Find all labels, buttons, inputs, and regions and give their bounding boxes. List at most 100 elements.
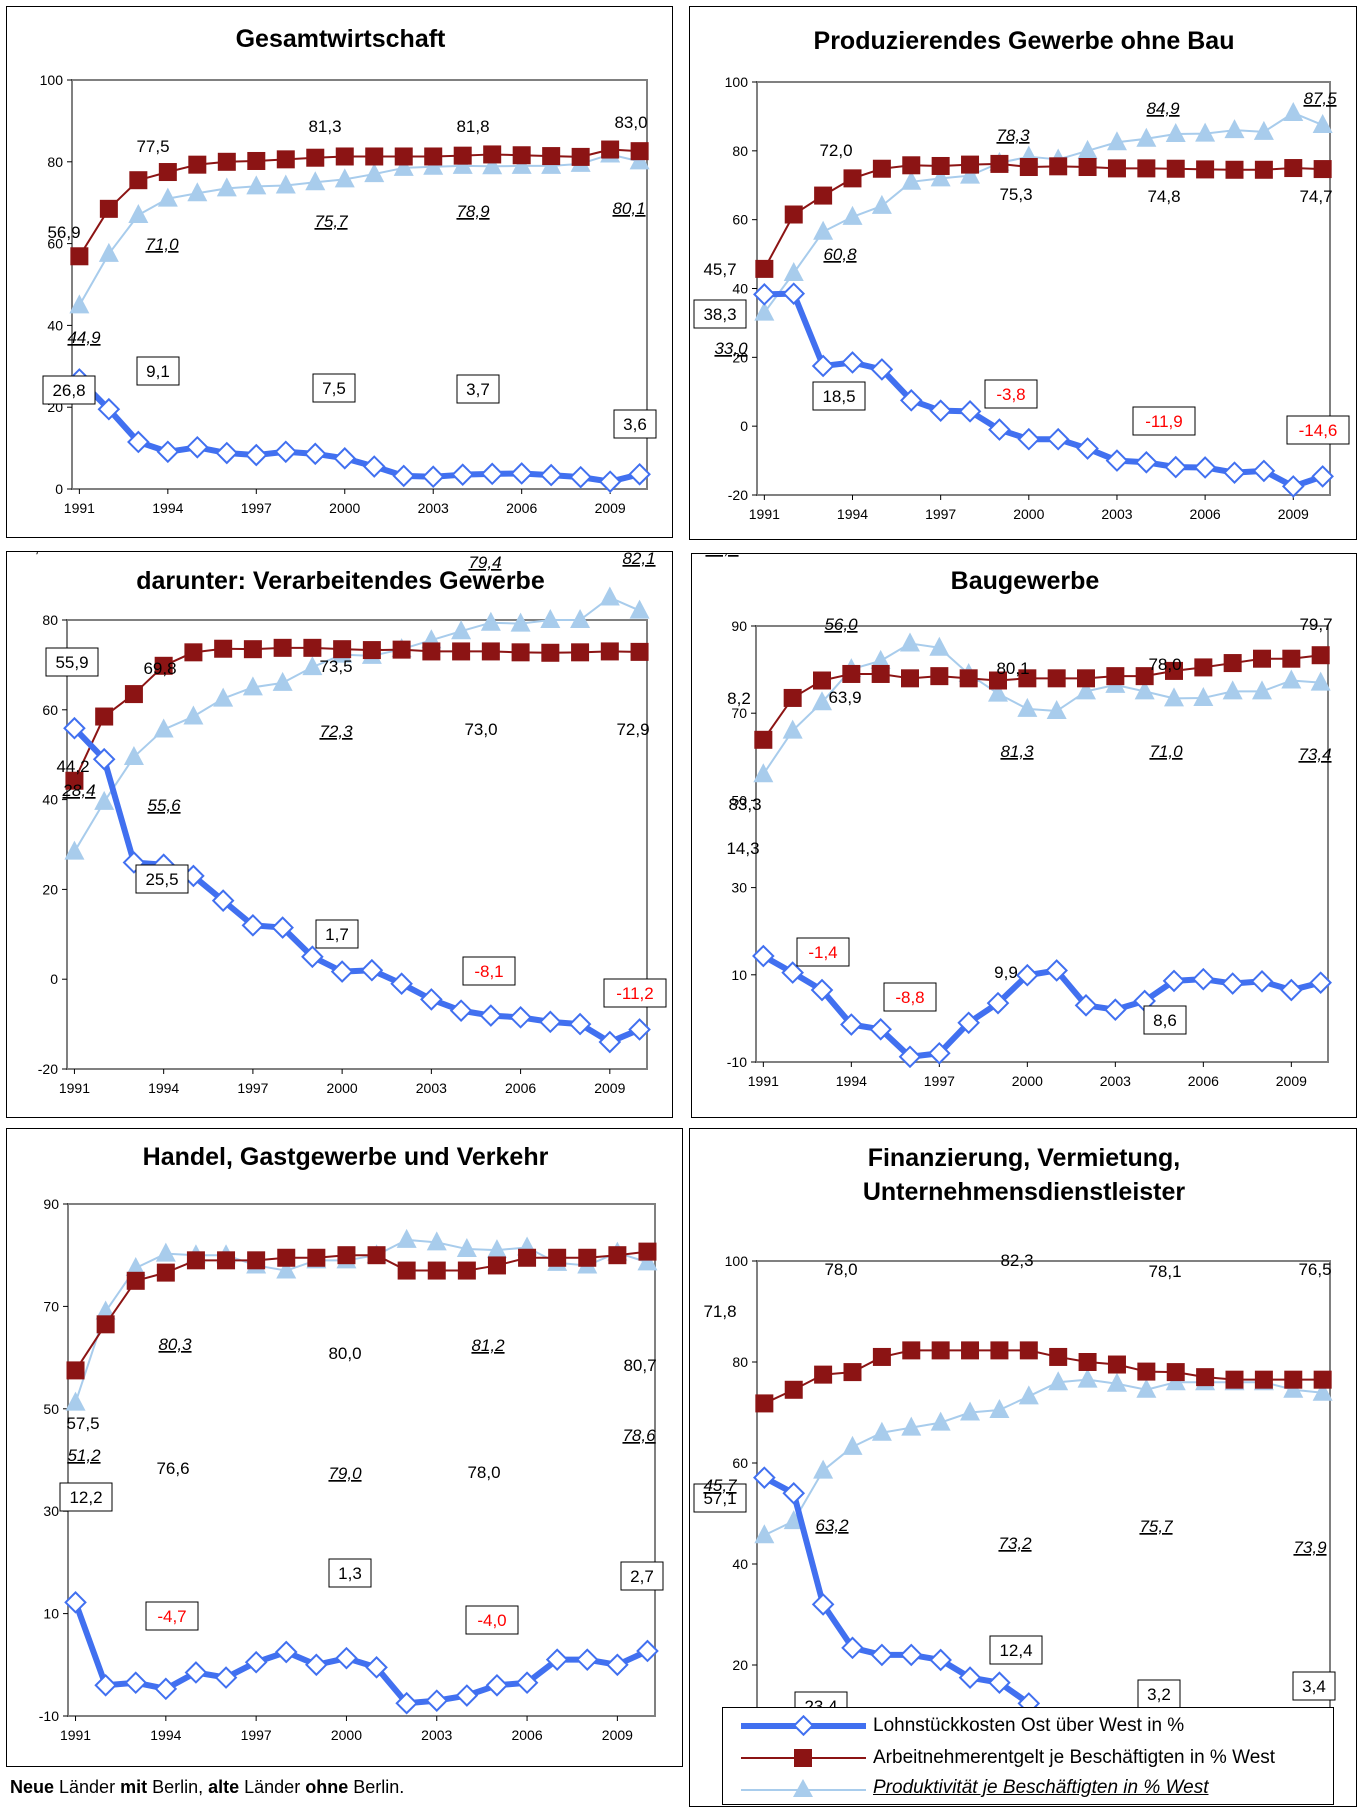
data-label-text: 1,7 — [325, 925, 349, 944]
point-arbeit — [424, 147, 443, 166]
data-label: 80,0 — [328, 1344, 361, 1363]
data-label: 71,8 — [703, 1302, 736, 1321]
point-lohn — [898, 1045, 922, 1069]
point-lohn — [1045, 959, 1068, 982]
point-lohn — [425, 1689, 449, 1712]
point-arbeit — [452, 642, 471, 661]
point-arbeit — [126, 1271, 145, 1290]
point-lohn — [127, 430, 150, 454]
point-lohn — [569, 465, 592, 489]
point-lohn — [840, 1013, 863, 1036]
data-label-text: 57,1 — [703, 1489, 736, 1508]
panel-gesamtwirtschaft: Gesamtwirtschaft 0 20 40 60 80 100 1991 1994 1997… — [6, 6, 673, 538]
data-label: 71,0 — [145, 235, 179, 254]
point-arbeit — [608, 1246, 627, 1265]
point-arbeit — [158, 163, 177, 182]
point-prod — [1164, 687, 1184, 707]
chart-title: Finanzierung, Vermietung, — [868, 1144, 1181, 1172]
data-label: 80,7 — [623, 1356, 656, 1375]
data-label-text: 45,7 — [703, 1476, 737, 1495]
point-lohn — [1162, 969, 1186, 993]
point-prod — [1252, 680, 1272, 700]
chart-title: Handel, Gastgewerbe und Verkehr — [143, 1143, 549, 1171]
legend-label-arbeit: Arbeitnehmerentgelt je Beschäftigten in … — [873, 1747, 1276, 1768]
data-label-text: 78,0 — [467, 1463, 500, 1482]
data-label: 25,5 — [135, 864, 189, 894]
point-arbeit — [365, 147, 384, 166]
point-arbeit — [1225, 1370, 1244, 1389]
point-prod — [482, 155, 503, 175]
data-label-box — [989, 1635, 1043, 1665]
y-tick-label: 30 — [731, 880, 747, 896]
point-lohn — [274, 440, 298, 464]
point-prod — [1222, 680, 1243, 700]
point-lohn — [988, 1671, 1011, 1694]
footnote-ohne: ohne — [305, 1777, 349, 1797]
data-label-text: 60,8 — [823, 245, 857, 264]
point-arbeit — [755, 259, 774, 278]
y-tick-label: -20 — [38, 1061, 58, 1077]
point-arbeit — [1284, 1370, 1303, 1389]
data-label-text: 12,4 — [999, 1641, 1032, 1660]
point-lohn — [244, 443, 268, 467]
data-label: 75,7 — [314, 212, 348, 231]
point-prod — [599, 586, 620, 606]
data-label: 77,0 — [705, 554, 739, 558]
x-tick-label: 2006 — [506, 500, 537, 516]
data-label-box — [1286, 415, 1350, 445]
point-arbeit — [96, 1315, 115, 1334]
point-lohn — [395, 1691, 418, 1715]
data-label-text: 83,3 — [728, 795, 761, 814]
x-tick-label: 1991 — [64, 500, 95, 516]
data-label: 78,3 — [996, 126, 1030, 145]
point-lohn — [988, 418, 1011, 441]
data-label-text: -4,0 — [477, 1611, 506, 1630]
point-arbeit — [843, 1363, 862, 1382]
point-prod — [930, 1411, 951, 1431]
point-lohn — [628, 462, 651, 486]
chart-verarbeitendes-gewerbe: darunter: Verarbeitendes Gewerbe -20 0 20 40… — [35, 552, 667, 1096]
point-prod — [242, 676, 263, 696]
point-arbeit — [306, 148, 325, 167]
point-prod — [1136, 1378, 1157, 1398]
point-prod — [813, 1459, 834, 1479]
y-tick-label: 50 — [731, 792, 747, 808]
point-prod — [94, 790, 115, 810]
data-label: 3,2 — [1137, 1679, 1181, 1709]
point-prod — [305, 171, 326, 191]
x-tick-label: 2009 — [1278, 506, 1309, 522]
data-label-box — [603, 978, 667, 1008]
y-tick-label: 100 — [40, 72, 64, 88]
point-lohn — [928, 1041, 951, 1065]
point-arbeit — [188, 155, 207, 174]
point-lohn — [781, 961, 804, 984]
data-label: 9,1 — [136, 356, 180, 386]
y-tick-label: 70 — [43, 1298, 59, 1314]
data-label: 81,8 — [456, 117, 489, 136]
point-arbeit — [630, 142, 649, 161]
point-lohn — [753, 283, 776, 306]
point-arbeit — [1077, 669, 1095, 688]
data-label-text: 81,8 — [456, 117, 489, 136]
data-label-text: 73,9 — [1293, 1538, 1327, 1557]
point-arbeit — [124, 685, 143, 704]
data-label-text: 81,3 — [308, 117, 341, 136]
chart-title: Gesamtwirtschaft — [236, 25, 446, 53]
point-arbeit — [277, 1248, 296, 1267]
data-label: -4,0 — [465, 1605, 519, 1635]
y-tick-label: 100 — [725, 1253, 749, 1269]
point-arbeit — [872, 1347, 891, 1366]
footnote-text-2: Berlin, — [147, 1777, 209, 1797]
data-label-box — [1132, 406, 1196, 436]
point-prod — [871, 194, 892, 214]
point-arbeit — [186, 1251, 205, 1270]
y-tick-label: 0 — [55, 481, 63, 497]
panel-verarbeitendes-gewerbe: darunter: Verarbeitendes Gewerbe -20 0 20 40… — [6, 551, 673, 1118]
point-arbeit — [70, 247, 89, 266]
footnote-text-1: Länder — [54, 1777, 121, 1797]
data-label: 56,0 — [824, 615, 858, 634]
data-label: 72,9 — [616, 720, 649, 739]
legend-item-lohn: Lohnstückkosten Ost über West in % — [723, 1712, 1333, 1740]
y-tick-label: 60 — [47, 236, 63, 252]
point-lohn — [545, 1648, 569, 1671]
